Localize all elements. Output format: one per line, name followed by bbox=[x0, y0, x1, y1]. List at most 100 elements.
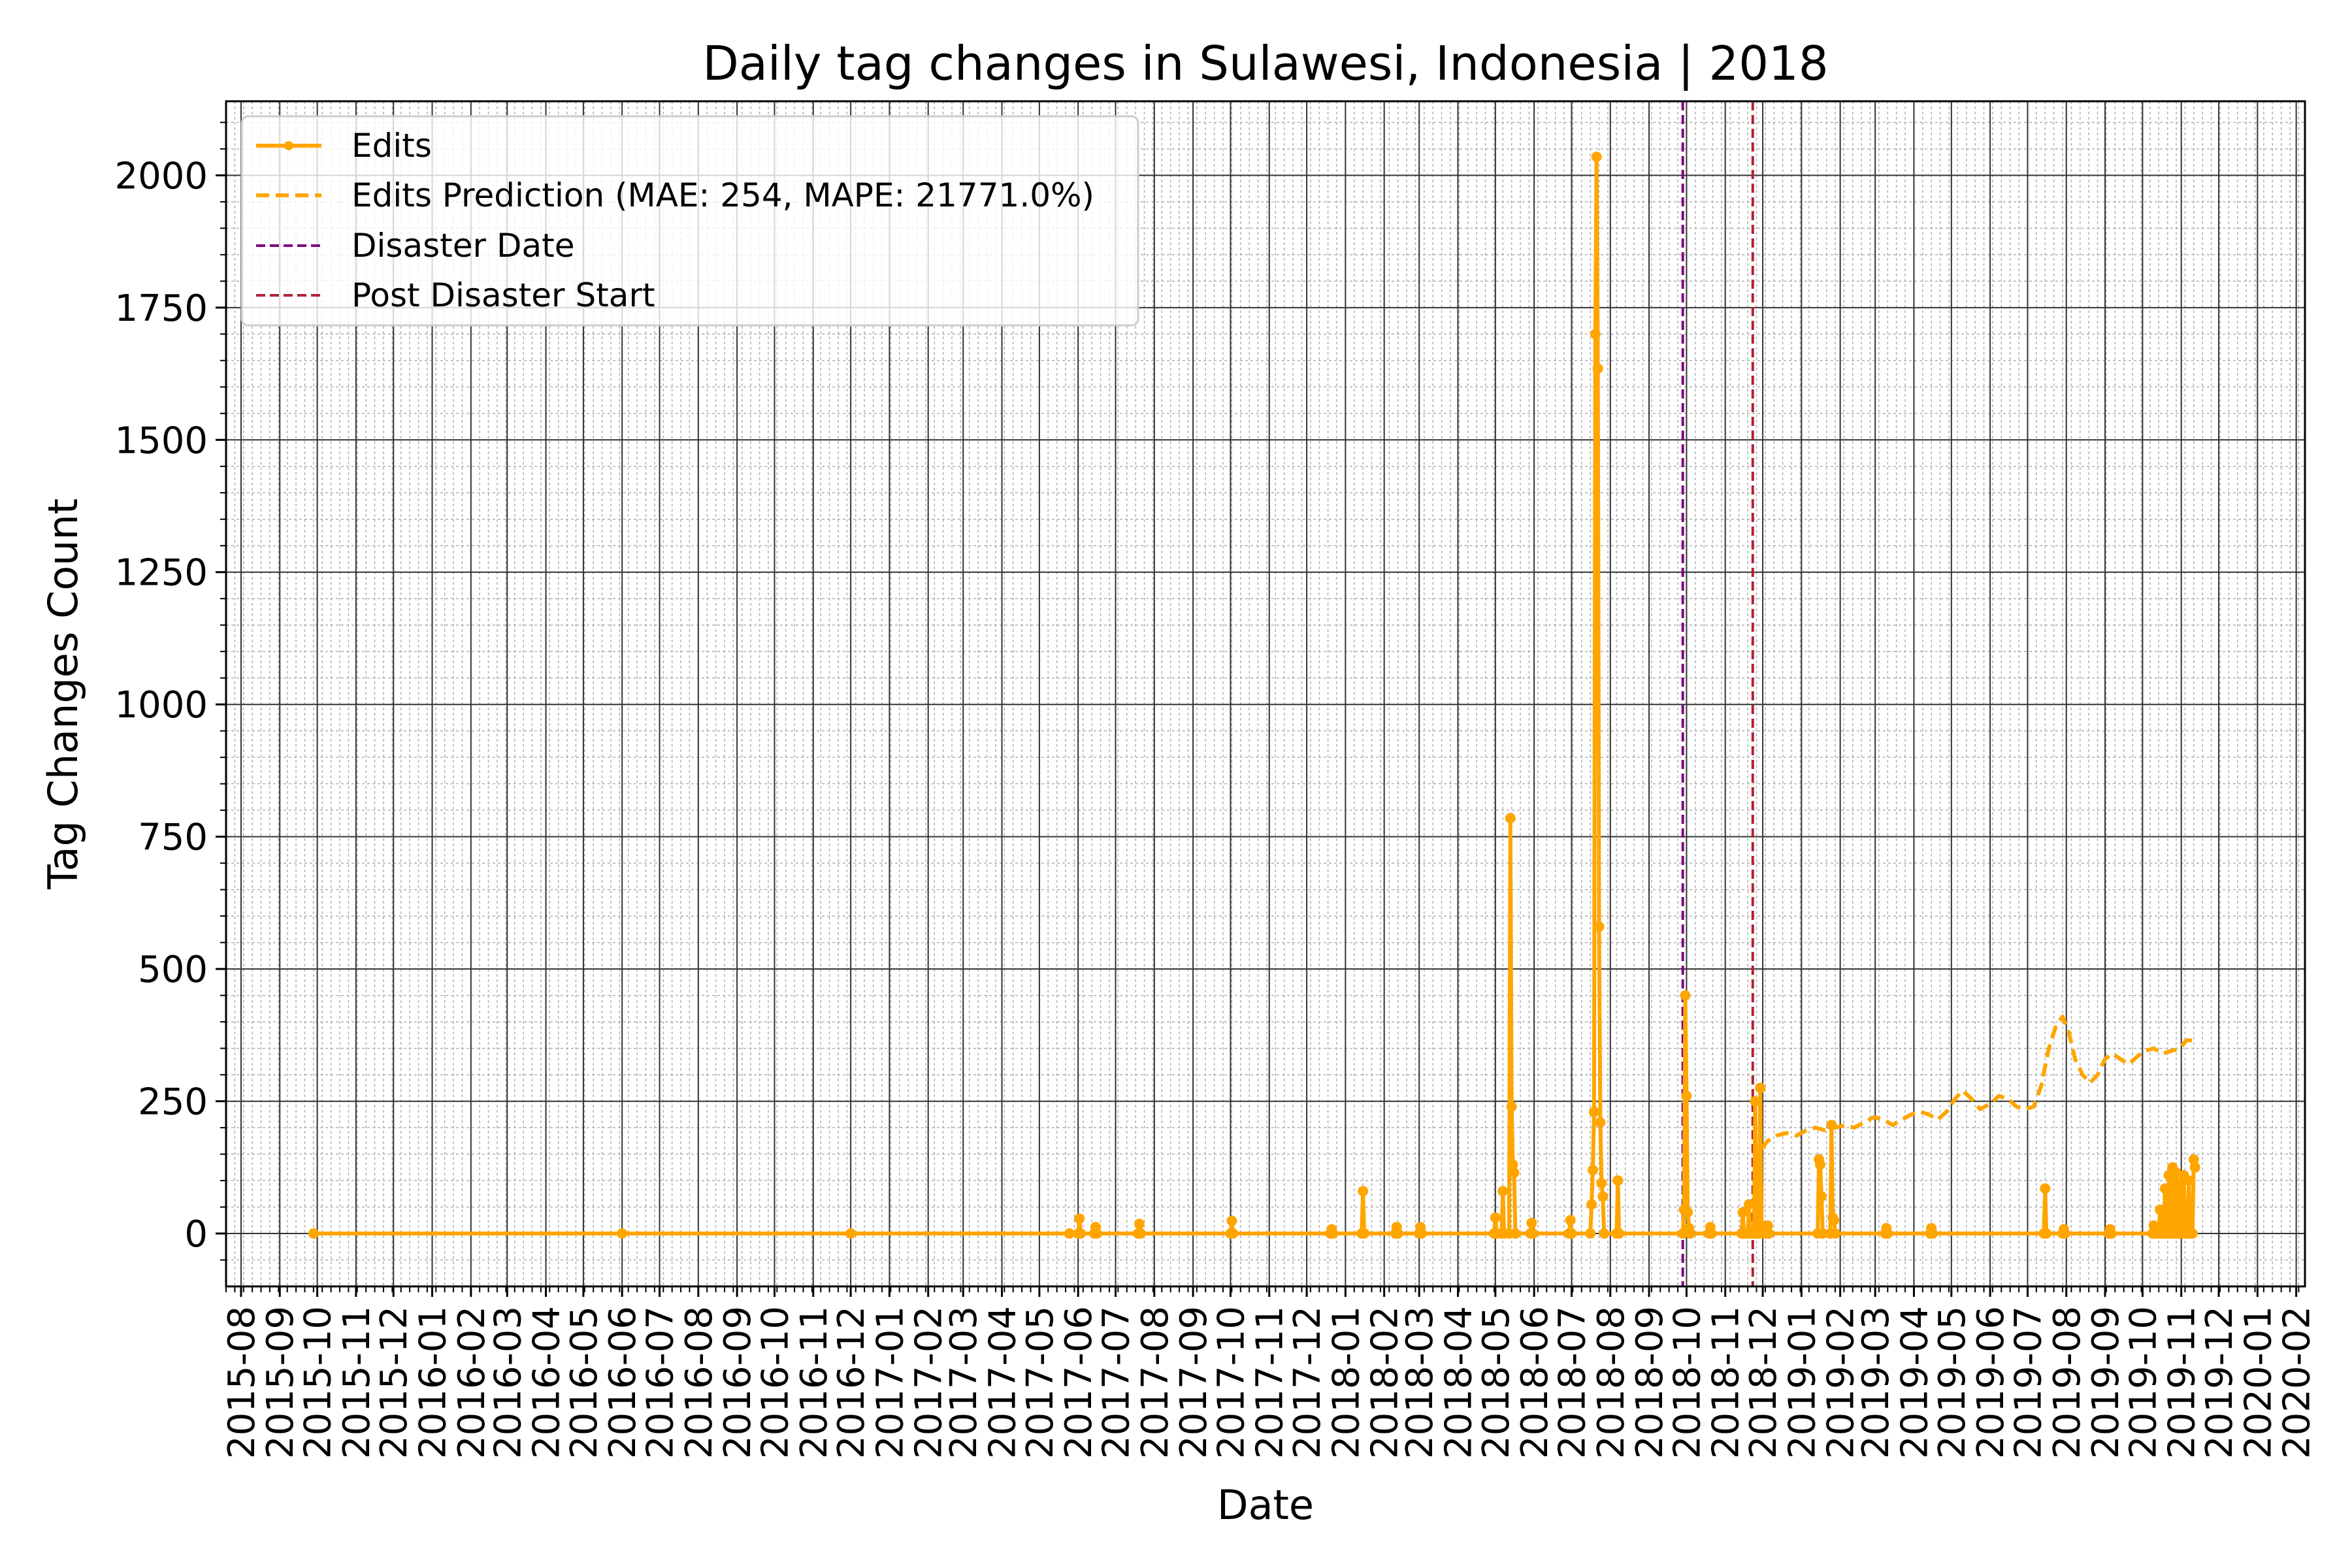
edits-point bbox=[1416, 1228, 1427, 1239]
x-tick-label: 2018-04 bbox=[1437, 1306, 1480, 1459]
edits-point bbox=[1064, 1228, 1075, 1239]
edits-point bbox=[1358, 1186, 1369, 1197]
edits-point bbox=[1815, 1159, 1825, 1170]
x-tick-label: 2017-05 bbox=[1019, 1306, 1062, 1459]
x-tick-label: 2016-09 bbox=[717, 1306, 759, 1459]
x-tick-label: 2017-09 bbox=[1173, 1306, 1215, 1459]
x-tick-label: 2018-12 bbox=[1742, 1306, 1785, 1459]
x-tick-label: 2017-07 bbox=[1096, 1306, 1138, 1459]
edits-point bbox=[1816, 1191, 1827, 1202]
edits-point bbox=[1596, 1178, 1607, 1189]
edits-point bbox=[1763, 1228, 1774, 1239]
y-axis: 0 250 500 750 1000 1250 1500 1750 2000 bbox=[114, 122, 226, 1261]
x-tick-label: 2019-03 bbox=[1855, 1306, 1897, 1459]
edits-point bbox=[1612, 1175, 1624, 1186]
x-tick-label: 2017-12 bbox=[1286, 1306, 1329, 1459]
y-tick-label: 1000 bbox=[114, 684, 208, 727]
x-tick-label: 2019-05 bbox=[1931, 1306, 1974, 1459]
legend: Edits Edits Prediction (MAE: 254, MAPE: … bbox=[240, 115, 1139, 327]
x-tick-label: 2018-10 bbox=[1666, 1306, 1708, 1459]
legend-disaster-label: Disaster Date bbox=[351, 227, 574, 265]
edits-point bbox=[1590, 329, 1601, 340]
edits-point bbox=[2155, 1204, 2166, 1215]
edits-point bbox=[1392, 1228, 1403, 1239]
x-tick-label: 2016-02 bbox=[451, 1306, 493, 1459]
edits-point bbox=[1682, 1207, 1693, 1218]
edits-point bbox=[1591, 152, 1602, 162]
edits-point bbox=[1737, 1207, 1748, 1218]
x-tick-label: 2015-09 bbox=[259, 1306, 302, 1459]
x-tick-label: 2016-04 bbox=[526, 1306, 568, 1459]
x-tick-label: 2019-04 bbox=[1893, 1306, 1936, 1459]
y-tick-label: 250 bbox=[138, 1081, 208, 1124]
x-tick-label: 2017-08 bbox=[1134, 1306, 1177, 1459]
y-tick-label: 2000 bbox=[114, 155, 208, 197]
edits-point bbox=[2059, 1228, 2070, 1239]
edits-point bbox=[1755, 1083, 1766, 1094]
edits-point bbox=[1927, 1228, 1938, 1239]
edits-point bbox=[1527, 1228, 1539, 1239]
legend-box bbox=[240, 115, 1139, 327]
y-tick-label: 0 bbox=[184, 1213, 208, 1256]
y-tick-label: 1500 bbox=[114, 419, 208, 462]
edits-point bbox=[1509, 1167, 1520, 1178]
edits-point bbox=[1750, 1096, 1761, 1107]
x-tick-label: 2017-03 bbox=[943, 1306, 985, 1459]
edits-point bbox=[1762, 1220, 1773, 1231]
x-tick-label: 2015-12 bbox=[373, 1306, 416, 1459]
x-tick-label: 2016-10 bbox=[754, 1306, 796, 1459]
x-tick-label: 2016-01 bbox=[412, 1306, 455, 1459]
x-tick-label: 2017-04 bbox=[982, 1306, 1024, 1459]
x-tick-label: 2016-06 bbox=[602, 1306, 644, 1459]
x-tick-label: 2018-03 bbox=[1399, 1306, 1441, 1459]
edits-point bbox=[2174, 1178, 2185, 1189]
edits-point bbox=[1595, 1117, 1606, 1128]
legend-post-disaster-label: Post Disaster Start bbox=[351, 276, 655, 314]
x-tick-label: 2020-01 bbox=[2237, 1306, 2279, 1459]
edits-point bbox=[1526, 1217, 1537, 1228]
legend-prediction-label: Edits Prediction (MAE: 254, MAPE: 21771.… bbox=[351, 176, 1094, 214]
edits-point bbox=[1505, 813, 1516, 824]
edits-point bbox=[2187, 1228, 2198, 1239]
edits-point bbox=[1565, 1215, 1576, 1226]
x-tick-label: 2015-11 bbox=[336, 1306, 378, 1459]
edits-point bbox=[1685, 1228, 1696, 1239]
edits-point bbox=[1681, 1090, 1692, 1102]
edits-point bbox=[1074, 1213, 1085, 1224]
edits-point bbox=[1680, 990, 1691, 1001]
edits-point bbox=[1593, 921, 1605, 932]
y-tick-label: 1750 bbox=[114, 287, 208, 330]
y-tick-label: 500 bbox=[138, 949, 208, 991]
x-axis-label: Date bbox=[1217, 1481, 1314, 1529]
edits-point bbox=[1226, 1215, 1237, 1226]
x-tick-label: 2019-01 bbox=[1781, 1306, 1823, 1459]
edits-point bbox=[1091, 1228, 1102, 1239]
x-tick-label: 2017-02 bbox=[908, 1306, 951, 1459]
edits-point bbox=[1134, 1218, 1145, 1230]
x-tick-label: 2015-10 bbox=[297, 1306, 340, 1459]
edits-point bbox=[1586, 1199, 1597, 1210]
x-tick-label: 2016-03 bbox=[487, 1306, 529, 1459]
x-tick-label: 2019-12 bbox=[2198, 1306, 2241, 1459]
edits-point bbox=[2040, 1183, 2051, 1194]
edits-point bbox=[1830, 1228, 1840, 1239]
edits-point bbox=[1585, 1228, 1596, 1239]
vertical-markers bbox=[1681, 101, 1754, 1286]
edits-point bbox=[1706, 1228, 1717, 1239]
x-tick-label: 2019-02 bbox=[1820, 1306, 1863, 1459]
x-tick-label: 2018-09 bbox=[1629, 1306, 1671, 1459]
edits-point bbox=[1817, 1228, 1828, 1239]
legend-edits-marker bbox=[284, 141, 293, 150]
minor-grid bbox=[225, 101, 2305, 1286]
x-tick-label: 2017-11 bbox=[1249, 1306, 1292, 1459]
x-tick-label: 2018-02 bbox=[1364, 1306, 1407, 1459]
x-tick-label: 2016-12 bbox=[830, 1306, 873, 1459]
edits-point bbox=[1599, 1228, 1610, 1239]
edits-point bbox=[1566, 1228, 1577, 1239]
x-axis: 2015-082015-092015-102015-112015-122016-… bbox=[221, 1286, 2319, 1459]
edits-point bbox=[1135, 1228, 1146, 1239]
x-tick-label: 2019-10 bbox=[2122, 1306, 2164, 1459]
x-tick-label: 2017-01 bbox=[869, 1306, 911, 1459]
edits-point bbox=[1592, 363, 1603, 374]
